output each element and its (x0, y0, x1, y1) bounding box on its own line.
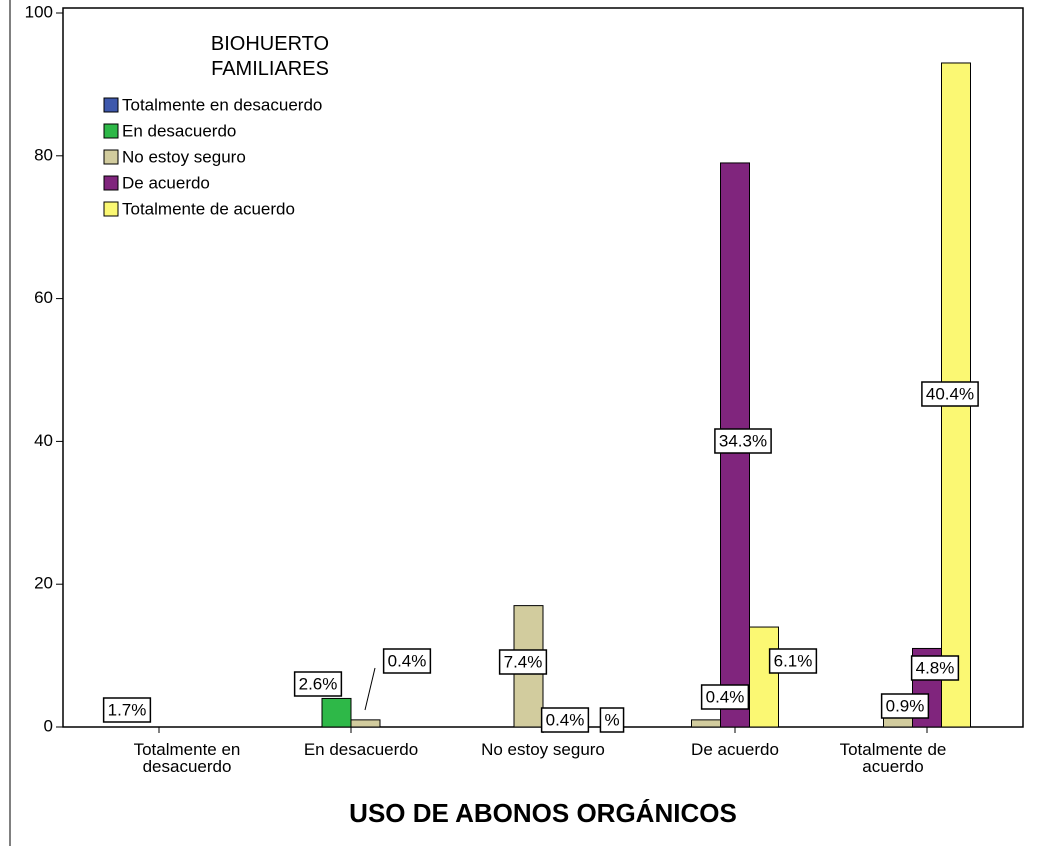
data-label-box (382, 648, 432, 674)
data-label: 7.4% (504, 652, 543, 671)
data-label-box (768, 648, 818, 674)
data-label-box (498, 649, 548, 675)
legend-label: Totalmente de acuerdo (122, 199, 295, 218)
data-label: 34.3% (719, 431, 767, 450)
y-tick-label: 80 (34, 145, 53, 164)
legend-swatch (103, 97, 119, 113)
data-label: % (604, 710, 619, 729)
x-tick-label: No estoy seguro (481, 740, 605, 759)
x-tick-label: En desacuerdo (303, 740, 419, 759)
legend: BIOHUERTO FAMILIARES Totalmente en desacue… (103, 33, 329, 218)
data-label: 0.4% (388, 651, 427, 670)
y-tick-label: 20 (34, 574, 53, 593)
data-label: 4.8% (916, 658, 955, 677)
y-tick-label: 60 (34, 288, 53, 307)
legend-swatch (103, 201, 119, 217)
data-label-box (921, 381, 979, 407)
data-label-box (599, 707, 625, 733)
x-tick-label: Totalmente en desacuerdo (133, 740, 241, 776)
bar (350, 719, 381, 728)
legend-label: De acuerdo (122, 173, 210, 192)
data-label: 2.6% (299, 674, 338, 693)
x-axis-title: USO DE ABONOS ORGÁNICOS (349, 798, 737, 828)
legend-title: BIOHUERTO FAMILIARES (211, 33, 329, 80)
legend-label: No estoy seguro (122, 147, 246, 166)
data-label: 1.7% (108, 700, 147, 719)
data-label: 0.4% (546, 710, 585, 729)
legend-label: Totalmente en desacuerdo (122, 95, 322, 114)
legend-swatch (103, 149, 119, 165)
legend-swatch (103, 123, 119, 139)
legend-label: En desacuerdo (122, 121, 236, 140)
y-tick-label: 40 (34, 431, 53, 450)
data-label-box (910, 655, 960, 681)
y-tick-label: 0 (44, 716, 53, 735)
data-label-box (700, 684, 750, 710)
data-label-box (102, 697, 152, 723)
data-label-box (540, 707, 590, 733)
x-tick-label: Totalmente de acuerdo (839, 740, 947, 776)
x-tick-label: De acuerdo (691, 740, 779, 759)
legend-swatch (103, 175, 119, 191)
data-label-box (880, 693, 930, 719)
data-label: 40.4% (926, 384, 974, 403)
data-label: 6.1% (774, 651, 813, 670)
y-tick-label: 100 (25, 2, 53, 21)
bar (691, 719, 721, 728)
data-label-box (293, 671, 343, 697)
data-label-box (714, 428, 772, 454)
bar (321, 697, 352, 728)
data-label: 0.9% (886, 696, 925, 715)
bar (749, 626, 779, 728)
leader-line (364, 667, 376, 711)
data-label: 0.4% (706, 687, 745, 706)
